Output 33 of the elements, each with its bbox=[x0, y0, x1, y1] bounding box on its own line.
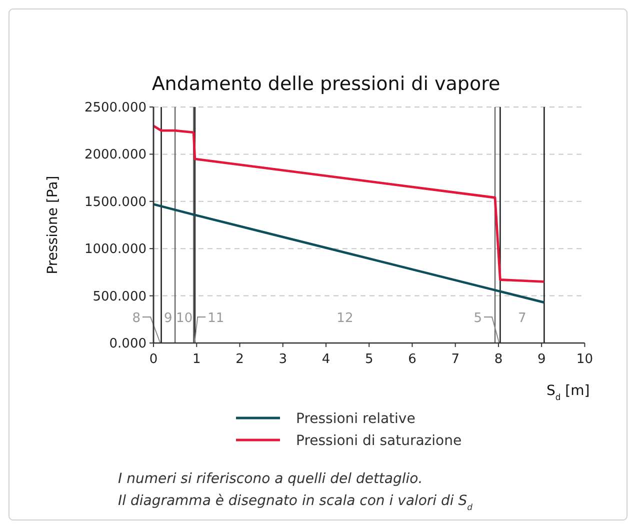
legend-label: Pressioni di saturazione bbox=[296, 433, 462, 449]
x-tick-label: 5 bbox=[364, 352, 374, 367]
text: 8 bbox=[132, 311, 140, 326]
line-series bbox=[152, 124, 546, 283]
annotation: 9 bbox=[164, 311, 172, 326]
y-tick-label: 1000.000 bbox=[84, 242, 146, 258]
y-tick-label: 1500.000 bbox=[84, 194, 146, 210]
annotation: 7 bbox=[518, 311, 526, 326]
annotation: 11 bbox=[208, 311, 224, 326]
y-tick-label: 0.000 bbox=[109, 336, 146, 352]
x-tick-label: 6 bbox=[408, 352, 416, 367]
x-tick-label: 0 bbox=[149, 352, 158, 367]
y-tick-label: 2500.000 bbox=[84, 100, 146, 116]
x-tick-label: 4 bbox=[322, 352, 330, 367]
x-tick-label: 2 bbox=[236, 352, 244, 367]
x-tick-label: 7 bbox=[451, 352, 460, 367]
text: I numeri si riferiscono a quelli del dettaglio. bbox=[118, 471, 423, 487]
x-tick-label: 3 bbox=[278, 352, 287, 367]
text: Il diagramma è disegnato in scala con i valori di S$_{d}$ bbox=[118, 493, 474, 512]
legend-label: Pressioni relative bbox=[296, 411, 416, 427]
y-tick-label: 500.000 bbox=[92, 289, 146, 304]
line-series bbox=[152, 203, 546, 304]
x-tick-label: 10 bbox=[576, 352, 593, 367]
y-tick-label: 2000.000 bbox=[84, 148, 146, 163]
x-tick-label: 9 bbox=[537, 352, 546, 367]
annotation: 12 bbox=[336, 311, 354, 326]
chart-title: Andamento delle pressioni di vapore bbox=[152, 73, 500, 95]
annotation: 5 bbox=[474, 311, 482, 326]
y-axis-title: Pressione [Pa] bbox=[45, 176, 61, 274]
x-tick-label: 1 bbox=[192, 352, 201, 367]
x-axis-title: S$_{d}$ [m] bbox=[546, 383, 590, 402]
x-tick-label: 8 bbox=[494, 352, 503, 367]
annotation: 10 bbox=[176, 311, 193, 326]
